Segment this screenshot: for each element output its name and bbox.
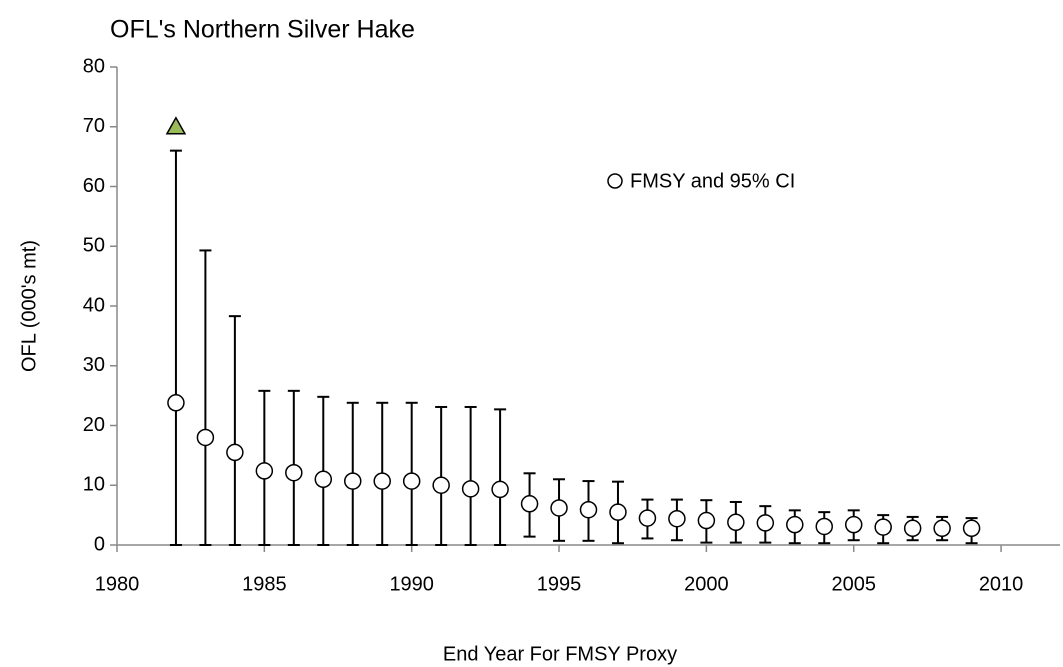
point: [285, 463, 303, 482]
point: [579, 500, 598, 519]
point: [756, 514, 775, 532]
point: [903, 519, 922, 538]
point: [668, 509, 686, 528]
y-tick-label: 80: [83, 55, 105, 77]
legend-label: FMSY and 95% CI: [630, 170, 795, 192]
point: [373, 472, 391, 490]
y-tick-label: 10: [83, 474, 105, 496]
triangle-point: [165, 116, 187, 135]
y-tick-label: 20: [83, 414, 105, 436]
point: [727, 513, 745, 532]
y-tick-label: 40: [83, 294, 105, 316]
point: [255, 462, 274, 480]
point: [874, 518, 892, 536]
point: [432, 476, 450, 494]
y-axis-label: OFL (000's mt): [18, 240, 40, 372]
chart-title: OFL's Northern Silver Hake: [110, 16, 415, 44]
x-tick-label: 1995: [537, 573, 582, 595]
point: [461, 480, 480, 498]
y-tick-label: 0: [94, 533, 105, 555]
point: [491, 480, 509, 499]
x-tick-label: 1990: [389, 573, 434, 595]
point: [520, 495, 539, 513]
point: [844, 515, 863, 534]
point: [697, 511, 716, 530]
y-tick-label: 70: [83, 115, 105, 137]
legend-marker: [607, 173, 623, 189]
point: [402, 472, 421, 490]
point: [550, 499, 568, 517]
x-tick-label: 2005: [831, 573, 876, 595]
x-tick-label: 1985: [242, 573, 287, 595]
point: [609, 503, 627, 521]
y-tick-label: 50: [83, 235, 105, 257]
point: [226, 443, 244, 462]
point: [933, 519, 951, 538]
point: [815, 517, 833, 536]
x-axis-label: End Year For FMSY Proxy: [443, 643, 677, 665]
point: [638, 509, 657, 527]
point: [962, 519, 981, 538]
point: [314, 470, 333, 489]
y-tick-label: 60: [83, 175, 105, 197]
point: [196, 428, 215, 447]
point: [344, 472, 362, 490]
point: [167, 394, 185, 412]
y-tick-label: 30: [83, 354, 105, 376]
x-tick-label: 1980: [95, 573, 140, 595]
x-tick-label: 2010: [979, 573, 1024, 595]
point: [786, 515, 804, 534]
x-tick-label: 2000: [684, 573, 729, 595]
